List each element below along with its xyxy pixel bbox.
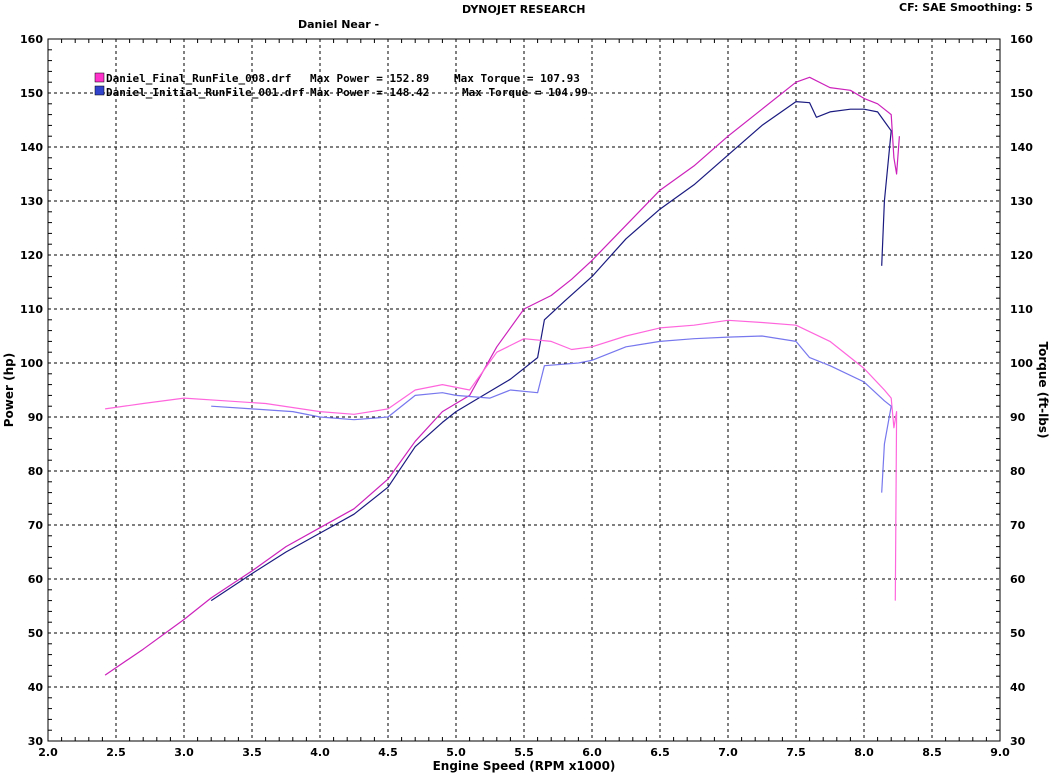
legend: Daniel_Final_RunFile_008.drf Max Power =… [94,72,588,99]
x-tick-label: 2.0 [38,746,58,759]
power-line [210,101,892,602]
legend-swatch-final [94,72,105,83]
y2-tick-label: 60 [1010,573,1026,586]
y-axis-ticks: 30 30 40 40 50 50 60 60 70 70 80 80 90 90 100 100 110 110… [20,33,1033,748]
y-tick-label: 60 [28,573,44,586]
y2-tick-label: 150 [1010,87,1033,100]
y2-tick-label: 120 [1010,249,1033,262]
torque-line [105,319,898,601]
legend-power-final: Max Power = 152.89 [310,72,429,85]
y2-tick-label: 30 [1010,735,1026,748]
x-tick-label: 3.5 [242,746,262,759]
x-tick-label: 6.5 [650,746,670,759]
y2-tick-label: 110 [1010,303,1033,316]
legend-torque-final: Max Torque = 107.93 [454,72,580,85]
y2-tick-label: 100 [1010,357,1033,370]
y2-tick-label: 140 [1010,141,1033,154]
x-tick-label: 2.5 [106,746,126,759]
x-tick-label: 7.5 [786,746,806,759]
y2-tick-label: 160 [1010,33,1033,46]
y-tick-label: 110 [20,303,43,316]
y2-tick-label: 40 [1010,681,1026,694]
y-axis-title: Power (hp) [2,353,16,427]
y-tick-label: 50 [28,627,44,640]
legend-file-final: Daniel_Final_RunFile_008.drf [106,72,291,85]
y2-tick-label: 130 [1010,195,1033,208]
correction-settings: CF: SAE Smoothing: 5 [899,1,1033,14]
legend-torque-initial: Max Torque = 104.99 [462,86,588,99]
y2-axis-title: Torque (ft-lbs) [1036,342,1050,439]
power-line [104,76,900,676]
y-tick-label: 70 [28,519,44,532]
chart-grid [48,39,1000,741]
torque-line [211,335,892,493]
y-tick-label: 90 [28,411,44,424]
x-axis-title: Engine Speed (RPM x1000) [433,759,616,773]
y-tick-label: 150 [20,87,43,100]
x-tick-label: 4.0 [310,746,330,759]
y-tick-label: 80 [28,465,44,478]
plot-frame [47,38,1001,742]
chart-title: DYNOJET RESEARCH [462,3,586,16]
x-axis-ticks: 2.0 2.5 3.0 3.5 4.0 4.5 5.0 5.5 6.0 6.5 7.0 7.5 8.0 8… [38,39,1010,759]
y2-tick-label: 90 [1010,411,1026,424]
y-tick-label: 30 [28,735,44,748]
x-tick-label: 5.0 [446,746,466,759]
y-tick-label: 120 [20,249,43,262]
x-tick-label: 3.0 [174,746,194,759]
y2-tick-label: 80 [1010,465,1026,478]
x-tick-label: 8.0 [854,746,874,759]
series-lines [104,76,900,676]
x-tick-label: 5.5 [514,746,534,759]
legend-file-initial: Daniel_Initial_RunFile_001.drf [106,86,305,99]
legend-swatch-initial [94,85,105,96]
operator-label: Daniel Near - [298,18,380,31]
y-tick-label: 40 [28,681,44,694]
y-tick-label: 140 [20,141,43,154]
y2-tick-label: 50 [1010,627,1026,640]
x-tick-label: 9.0 [990,746,1010,759]
y-tick-label: 160 [20,33,43,46]
y-tick-label: 130 [20,195,43,208]
x-tick-label: 8.5 [922,746,942,759]
x-tick-label: 4.5 [378,746,398,759]
x-tick-label: 6.0 [582,746,602,759]
y2-tick-label: 70 [1010,519,1026,532]
legend-power-initial: Max Power = 148.42 [310,86,429,99]
y-tick-label: 100 [20,357,43,370]
x-tick-label: 7.0 [718,746,738,759]
